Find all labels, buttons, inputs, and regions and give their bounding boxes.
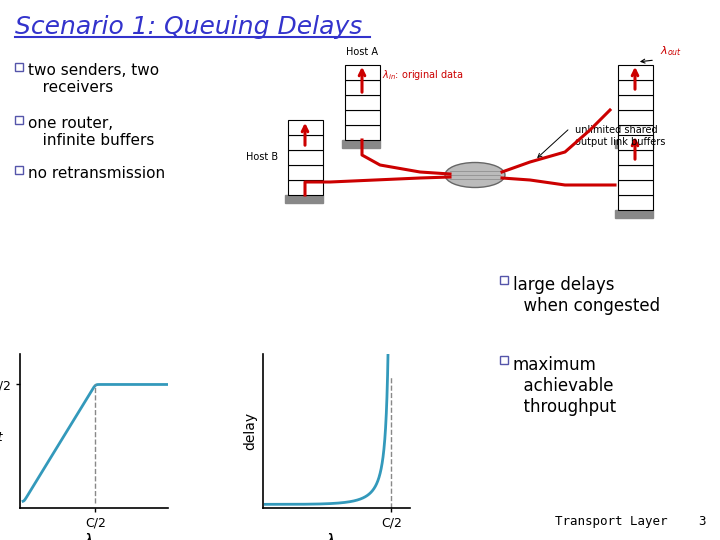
Bar — [618, 180, 653, 195]
Bar — [345, 80, 380, 95]
Text: Host A: Host A — [346, 47, 378, 57]
Bar — [618, 165, 653, 180]
Bar — [615, 140, 653, 148]
Y-axis label: delay: delay — [243, 411, 257, 450]
Text: maximum
  achievable
  throughput: maximum achievable throughput — [513, 356, 616, 416]
Bar — [618, 125, 653, 140]
Ellipse shape — [445, 163, 505, 187]
Bar — [618, 80, 653, 95]
Text: unlimited shared
output link buffers: unlimited shared output link buffers — [575, 125, 665, 146]
Bar — [288, 165, 323, 180]
Bar — [618, 65, 653, 80]
Bar — [345, 95, 380, 110]
Bar — [288, 150, 323, 165]
Bar — [615, 210, 653, 218]
Bar — [345, 125, 380, 140]
Bar — [288, 180, 323, 195]
Y-axis label: $\lambda_{out}$: $\lambda_{out}$ — [0, 422, 4, 443]
Bar — [285, 195, 323, 203]
Bar — [618, 110, 653, 125]
Bar — [288, 120, 323, 135]
Text: 3: 3 — [698, 515, 706, 528]
Bar — [500, 356, 508, 364]
Bar — [618, 95, 653, 110]
Text: $\lambda_{in}$: original data: $\lambda_{in}$: original data — [382, 68, 464, 82]
Bar — [345, 110, 380, 125]
Bar — [288, 135, 323, 150]
Text: Host B: Host B — [246, 152, 278, 162]
Bar — [618, 195, 653, 210]
Text: Transport Layer: Transport Layer — [555, 515, 667, 528]
Bar — [618, 150, 653, 165]
Text: $\lambda_{out}$: $\lambda_{out}$ — [660, 44, 682, 58]
Text: large delays
  when congested: large delays when congested — [513, 276, 660, 315]
Bar — [15, 166, 23, 174]
Bar — [500, 276, 508, 284]
Bar — [15, 116, 23, 124]
X-axis label: $\lambda_{In}$: $\lambda_{In}$ — [325, 531, 348, 540]
Bar — [15, 63, 23, 71]
Text: one router,
   infinite buffers: one router, infinite buffers — [28, 116, 154, 148]
Bar — [342, 140, 380, 148]
Bar — [345, 65, 380, 80]
Text: two senders, two
   receivers: two senders, two receivers — [28, 63, 159, 96]
Bar — [618, 135, 653, 150]
X-axis label: $\lambda_{in}$: $\lambda_{in}$ — [83, 531, 105, 540]
Text: no retransmission: no retransmission — [28, 166, 165, 181]
Text: Scenario 1: Queuing Delays: Scenario 1: Queuing Delays — [15, 15, 362, 39]
